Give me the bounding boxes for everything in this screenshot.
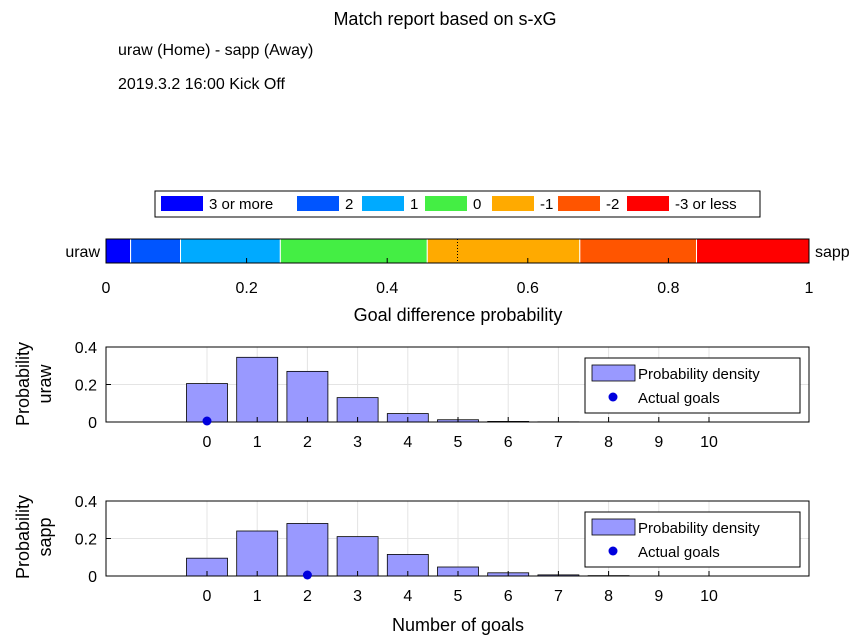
- goal-difference-legend-swatch: [425, 196, 467, 211]
- away-team-label: sapp: [815, 244, 850, 261]
- home-legend-label-actual: Actual goals: [638, 390, 720, 407]
- goal-difference-tick-label: 0.2: [235, 280, 257, 297]
- away-bar-1: [236, 530, 279, 577]
- goal-difference-legend-swatch: [362, 196, 404, 211]
- away-x-tick-label: 7: [554, 588, 563, 605]
- away-y-label-line1: Probability: [13, 495, 33, 579]
- home-y-tick-label: 0: [88, 415, 97, 432]
- goal-difference-axes-box: [105, 238, 810, 264]
- home-x-tick-label: 6: [504, 434, 513, 451]
- home-bar-1: [236, 356, 279, 423]
- goal-difference-x-ticks: 0 0.2 0.4 0.6 0.8 1: [102, 258, 814, 297]
- away-legend-label-density: Probability density: [638, 520, 760, 537]
- home-legend-label-density: Probability density: [638, 366, 760, 383]
- goal-difference-legend-label: 3 or more: [209, 196, 273, 213]
- goal-difference-segment-3: [279, 238, 428, 264]
- away-actual-goals-marker: [302, 570, 312, 580]
- away-x-tick-label: 3: [353, 588, 362, 605]
- away-y-label-line2: sapp: [35, 517, 55, 556]
- goal-difference-legend: 3 or more 2 1 0 -1 -2 -3 or less: [154, 190, 761, 218]
- away-legend-label-actual: Actual goals: [638, 544, 720, 561]
- home-team-label: uraw: [65, 244, 100, 261]
- away-y-tick-label: 0.4: [75, 494, 97, 511]
- away-legend-swatch: [591, 518, 636, 536]
- kickoff-time: 2019.3.2 16:00 Kick Off: [118, 76, 285, 93]
- goal-difference-legend-swatch: [492, 196, 534, 211]
- home-x-tick-label: 5: [454, 434, 463, 451]
- away-x-label: Number of goals: [392, 615, 524, 635]
- away-goals-chart: Probability sapp Number of goals 0 0.2 0.4…: [13, 494, 810, 635]
- home-x-tick-label: 8: [604, 434, 613, 451]
- away-bar-2: [286, 523, 329, 577]
- goal-difference-legend-label: -2: [606, 196, 619, 213]
- goal-difference-tick-label: 0: [102, 280, 111, 297]
- home-x-tick-label: 1: [253, 434, 262, 451]
- away-legend-marker: [608, 546, 618, 556]
- home-bar-0: [186, 383, 228, 423]
- away-x-tick-label: 6: [504, 588, 513, 605]
- home-x-tick-label: 4: [403, 434, 412, 451]
- goal-difference-legend-swatch: [627, 196, 669, 211]
- home-y-tick-label: 0.2: [75, 378, 97, 395]
- goal-difference-segment-6: [696, 238, 810, 264]
- home-axes-box: [105, 346, 810, 423]
- away-x-tick-label: 8: [604, 588, 613, 605]
- away-x-tick-label: 4: [403, 588, 412, 605]
- goal-difference-tick-label: 0.6: [517, 280, 539, 297]
- goal-difference-segment-5: [579, 238, 698, 264]
- away-x-tick-label: 5: [454, 588, 463, 605]
- goal-difference-legend-label: 2: [345, 196, 353, 213]
- goal-difference-legend-label: -1: [540, 196, 553, 213]
- away-x-tick-label: 0: [203, 588, 212, 605]
- away-axes-box: [105, 500, 810, 577]
- home-x-tick-label: 0: [203, 434, 212, 451]
- goal-difference-x-label: Goal difference probability: [354, 305, 563, 325]
- home-x-tick-label: 2: [303, 434, 312, 451]
- goal-difference-tick-label: 0.4: [376, 280, 398, 297]
- home-x-tick-label: 9: [654, 434, 663, 451]
- away-y-tick-label: 0: [88, 569, 97, 586]
- home-x-tick-label: 10: [700, 434, 718, 451]
- goal-difference-legend-label: 1: [410, 196, 418, 213]
- goal-difference-segment-2: [180, 238, 281, 264]
- home-legend-swatch: [591, 364, 636, 382]
- goal-difference-segment-4: [426, 238, 581, 264]
- home-x-tick-label: 7: [554, 434, 563, 451]
- away-x-tick-label: 1: [253, 588, 262, 605]
- home-y-label-line2: uraw: [35, 363, 55, 403]
- home-x-tick-label: 3: [353, 434, 362, 451]
- away-x-tick-label: 10: [700, 588, 718, 605]
- goal-difference-legend-label: 0: [473, 196, 481, 213]
- goal-difference-segment-1: [130, 238, 182, 264]
- away-x-tick-label: 9: [654, 588, 663, 605]
- goal-difference-legend-swatch: [558, 196, 600, 211]
- match-teams: uraw (Home) - sapp (Away): [118, 42, 313, 59]
- home-legend-marker: [608, 392, 618, 402]
- goal-difference-legend-swatch: [297, 196, 339, 211]
- goal-difference-segment-0: [105, 238, 132, 264]
- home-bar-2: [286, 370, 329, 423]
- home-goals-chart: Probability uraw 0 0.2 0.4 0 1 2 3 4 5 6 7 8 9 10 Prob…: [13, 340, 810, 451]
- goal-difference-tick-label: 0.8: [657, 280, 679, 297]
- home-y-tick-label: 0.4: [75, 340, 97, 357]
- goal-difference-tick-label: 1: [805, 280, 814, 297]
- goal-difference-chart: 3 or more 2 1 0 -1 -2 -3 or less uraw sapp 0 0.…: [65, 190, 850, 325]
- home-y-label-line1: Probability: [13, 342, 33, 426]
- goal-difference-legend-swatch: [161, 196, 203, 211]
- home-actual-goals-marker: [202, 416, 212, 426]
- goal-difference-bar: [105, 238, 810, 264]
- away-y-tick-label: 0.2: [75, 532, 97, 549]
- goal-difference-legend-label: -3 or less: [675, 196, 737, 213]
- away-bar-3: [336, 536, 379, 577]
- report-title: Match report based on s-xG: [333, 9, 556, 29]
- away-x-tick-label: 2: [303, 588, 312, 605]
